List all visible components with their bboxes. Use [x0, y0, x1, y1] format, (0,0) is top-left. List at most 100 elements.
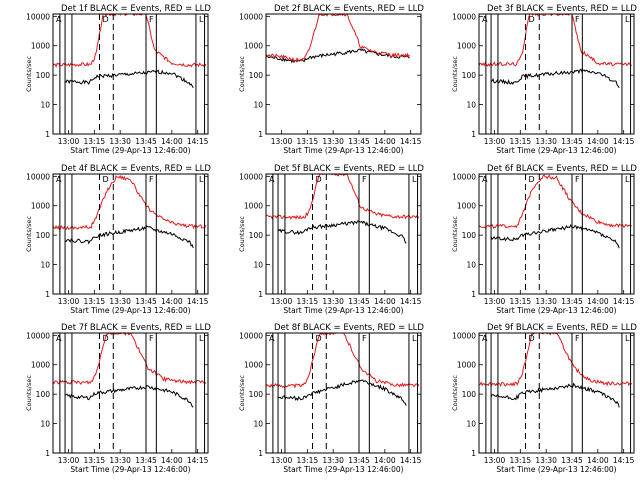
series-lld-line [479, 174, 632, 229]
marker-label: L [625, 334, 630, 343]
plot-frame [265, 13, 422, 135]
x-tick-label: 13:00 [271, 456, 293, 465]
y-tick-label: 10 [466, 420, 476, 429]
series-events-line [277, 379, 407, 406]
series-events-line [64, 385, 194, 408]
y-tick-label: 1 [45, 130, 50, 139]
x-tick-label: 13:15 [510, 297, 532, 306]
marker-label: L [625, 175, 630, 184]
x-tick-label: 13:15 [297, 297, 319, 306]
x-axis-label: Start Time (29-Apr-13 12:46:00) [70, 146, 190, 155]
y-tick-label: 1 [45, 449, 50, 458]
y-tick-label: 1 [471, 449, 476, 458]
x-tick-label: 13:00 [271, 297, 293, 306]
x-tick-label: 13:30 [322, 297, 344, 306]
x-tick-label: 14:15 [613, 456, 635, 465]
x-axis-label: Start Time (29-Apr-13 12:46:00) [283, 146, 403, 155]
x-tick-label: 13:15 [297, 137, 319, 146]
marker-label: A [56, 334, 62, 343]
marker-label: A [56, 175, 62, 184]
y-tick-label: 10 [466, 261, 476, 270]
x-tick-label: 13:45 [135, 456, 157, 465]
x-tick-label: 14:00 [374, 456, 396, 465]
y-tick-label: 1000 [31, 361, 50, 370]
y-tick-label: 100 [462, 231, 477, 240]
plot-area [266, 174, 420, 244]
x-tick-label: 14:00 [161, 297, 183, 306]
x-tick-label: 14:00 [161, 456, 183, 465]
series-lld-line [479, 333, 633, 388]
marker-label: D [103, 334, 109, 343]
x-tick-label: 13:15 [510, 456, 532, 465]
x-tick-label: 13:15 [84, 297, 106, 306]
x-tick-label: 14:00 [374, 297, 396, 306]
marker-label: L [412, 334, 417, 343]
marker-label: A [482, 334, 488, 343]
x-axis-label: Start Time (29-Apr-13 12:46:00) [283, 306, 403, 315]
detector-panel-9: Det 9f BLACK = Events, RED = LLD 1 10 100 10… [451, 323, 637, 474]
x-tick-label: 13:30 [535, 297, 557, 306]
y-axis-label: Counts/sec [25, 375, 33, 411]
marker-label: A [269, 175, 275, 184]
x-tick-label: 13:45 [561, 297, 583, 306]
y-tick-label: 1000 [31, 42, 50, 51]
marker-label: A [482, 175, 488, 184]
y-tick-label: 1000 [244, 202, 263, 211]
y-tick-label: 10 [40, 420, 50, 429]
y-tick-label: 1000 [244, 42, 263, 51]
plot-frame [478, 173, 635, 295]
x-axis-label: Start Time (29-Apr-13 12:46:00) [496, 306, 616, 315]
x-tick-label: 14:00 [587, 297, 609, 306]
y-tick-label: 100 [36, 390, 51, 399]
x-tick-label: 14:15 [187, 297, 209, 306]
x-tick-label: 13:15 [84, 137, 106, 146]
y-tick-label: 10 [40, 261, 50, 270]
y-axis-label: Counts/sec [451, 56, 459, 92]
y-tick-label: 1000 [244, 361, 263, 370]
marker-label: F [362, 334, 367, 343]
y-tick-label: 10000 [239, 12, 263, 21]
y-axis-label: Counts/sec [25, 216, 33, 252]
marker-label: F [362, 175, 367, 184]
y-tick-label: 10 [466, 101, 476, 110]
series-lld-line [53, 174, 207, 231]
x-tick-label: 13:45 [561, 456, 583, 465]
x-tick-label: 13:30 [322, 137, 344, 146]
plot-frame [52, 13, 209, 135]
plot-area [479, 333, 633, 408]
x-axis-label: Start Time (29-Apr-13 12:46:00) [496, 146, 616, 155]
y-tick-label: 100 [36, 231, 51, 240]
y-tick-label: 100 [249, 71, 264, 80]
x-axis-label: Start Time (29-Apr-13 12:46:00) [70, 306, 190, 315]
y-tick-label: 10 [253, 261, 263, 270]
x-tick-label: 13:45 [135, 297, 157, 306]
plot-area [479, 14, 632, 89]
detector-panel-5: Det 5f BLACK = Events, RED = LLD 1 10 100 10… [238, 164, 424, 315]
y-tick-label: 100 [36, 71, 51, 80]
y-tick-label: 100 [462, 71, 477, 80]
series-lld-line [266, 14, 411, 63]
marker-label: D [103, 15, 109, 24]
x-axis-label: Start Time (29-Apr-13 12:46:00) [496, 465, 616, 474]
x-tick-label: 14:00 [587, 137, 609, 146]
x-tick-label: 14:00 [587, 456, 609, 465]
x-tick-label: 13:45 [348, 297, 370, 306]
y-tick-label: 100 [462, 390, 477, 399]
y-axis-label: Counts/sec [238, 216, 246, 252]
x-tick-label: 13:30 [322, 456, 344, 465]
marker-label: F [575, 334, 580, 343]
plot-area [479, 174, 632, 249]
detector-panel-7: Det 7f BLACK = Events, RED = LLD 1 10 100 10… [25, 323, 211, 474]
marker-label: D [316, 175, 322, 184]
series-events-line [266, 48, 410, 64]
marker-label: A [269, 334, 275, 343]
y-tick-label: 1000 [31, 202, 50, 211]
y-tick-label: 10000 [452, 12, 476, 21]
panel-title: Det 1f BLACK = Events, RED = LLD [61, 4, 211, 14]
y-tick-label: 1000 [457, 361, 476, 370]
x-tick-label: 13:00 [58, 137, 80, 146]
x-tick-label: 13:15 [510, 137, 532, 146]
x-tick-label: 13:15 [297, 456, 319, 465]
panel-title: Det 3f BLACK = Events, RED = LLD [487, 4, 637, 14]
x-tick-label: 13:15 [84, 456, 106, 465]
